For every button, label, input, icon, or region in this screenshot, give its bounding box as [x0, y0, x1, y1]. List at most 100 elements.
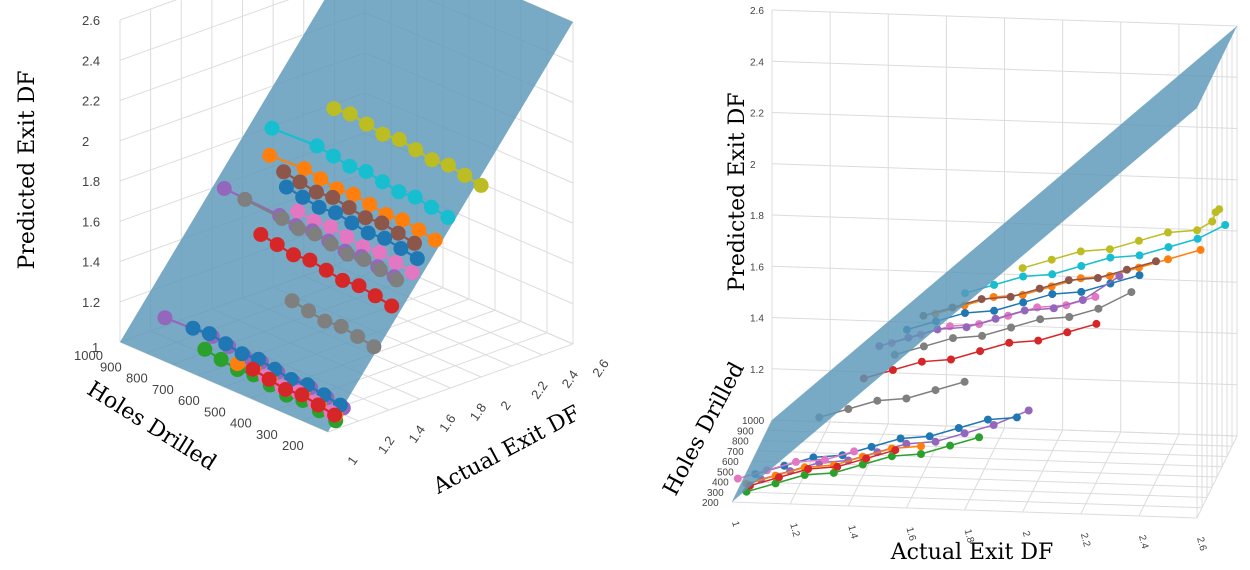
data-point	[351, 278, 367, 294]
data-point	[1135, 271, 1144, 280]
x-tick-label: 1	[344, 453, 360, 468]
data-point	[1164, 243, 1173, 252]
data-point	[990, 280, 999, 289]
series-line	[964, 224, 1226, 294]
data-point	[1034, 336, 1043, 345]
y-tick-label: 400	[712, 478, 729, 489]
data-point	[888, 366, 897, 374]
data-point	[954, 424, 963, 432]
fitted-plane-surface	[732, 26, 1237, 502]
gridline	[771, 9, 1238, 27]
data-point	[323, 236, 339, 252]
data-point	[1005, 338, 1014, 347]
x-tick-label: 1.2	[375, 433, 398, 456]
data-point	[1127, 288, 1136, 297]
data-point	[286, 247, 301, 263]
data-point	[325, 189, 341, 205]
data-point	[917, 450, 925, 458]
data-point	[1152, 257, 1160, 266]
data-point	[311, 199, 327, 215]
x-tick-label: 2.6	[589, 356, 610, 379]
data-point	[292, 174, 308, 190]
data-point	[1012, 413, 1021, 422]
data-point	[290, 203, 306, 219]
data-point	[237, 191, 253, 207]
data-point	[850, 447, 859, 456]
data-point	[309, 138, 325, 154]
y-tick-label: 300	[707, 488, 724, 499]
z-tick-label: 1.2	[82, 295, 100, 310]
gridline	[766, 429, 1233, 447]
data-point	[326, 101, 342, 117]
data-point	[367, 288, 383, 304]
data-point	[388, 254, 404, 270]
data-point	[1076, 274, 1085, 283]
series-olive	[1018, 205, 1224, 273]
z-tick-label: 1.2	[750, 365, 764, 376]
data-point	[1077, 262, 1086, 270]
data-point	[1135, 251, 1144, 260]
data-point	[976, 347, 985, 356]
data-point	[440, 157, 456, 173]
data-point	[328, 205, 343, 221]
data-point	[833, 462, 842, 471]
data-point	[310, 397, 326, 413]
data-point	[375, 126, 391, 142]
data-point	[990, 306, 999, 315]
data-point	[356, 252, 372, 268]
data-point	[345, 186, 361, 202]
series-gray-2	[284, 293, 382, 355]
data-point	[1093, 274, 1102, 282]
data-point	[340, 246, 355, 262]
data-point	[408, 142, 424, 158]
data-point	[358, 164, 374, 179]
data-point	[1049, 304, 1058, 313]
data-point	[917, 442, 925, 451]
gridline	[771, 163, 1238, 181]
data-point	[931, 386, 940, 395]
right-z-axis-title: Predicted Exit DF	[725, 93, 750, 292]
data-point	[290, 221, 306, 237]
x-tick-label: 2	[1020, 530, 1032, 539]
data-point	[301, 303, 316, 319]
data-point	[1078, 296, 1087, 304]
gridline	[761, 440, 1228, 457]
data-point	[931, 437, 940, 446]
gridline	[771, 419, 1238, 437]
data-point	[989, 293, 998, 301]
data-point	[891, 446, 900, 455]
data-point	[344, 215, 360, 231]
data-point	[391, 132, 407, 147]
data-point	[384, 298, 400, 314]
data-point	[269, 237, 285, 253]
data-point	[800, 471, 809, 479]
z-tick-label: 2.4	[82, 53, 100, 68]
data-point	[1018, 264, 1027, 273]
data-point	[278, 382, 293, 397]
data-point	[424, 199, 439, 215]
data-point	[1048, 290, 1057, 299]
z-tick-label: 1.8	[750, 211, 764, 222]
data-point	[962, 323, 971, 332]
data-point	[867, 442, 876, 451]
data-point	[389, 272, 405, 288]
series-gray	[237, 191, 405, 288]
y-tick-label: 600	[178, 393, 200, 408]
data-point	[775, 473, 783, 482]
x-tick-label: 1	[729, 520, 741, 529]
data-point	[917, 357, 926, 366]
data-point	[844, 405, 853, 413]
data-point	[1077, 287, 1086, 296]
data-point	[1076, 247, 1085, 256]
gridline	[751, 460, 1218, 478]
data-point	[1064, 276, 1073, 285]
data-point	[359, 116, 375, 132]
right-x-axis-title: Actual Exit DF	[890, 540, 1054, 565]
data-point	[357, 210, 373, 226]
data-point	[1164, 228, 1172, 237]
data-point	[341, 200, 357, 216]
data-point	[407, 189, 423, 205]
data-point	[1094, 304, 1103, 313]
x-tick-label: 2.4	[559, 367, 582, 390]
series-red	[253, 227, 400, 314]
